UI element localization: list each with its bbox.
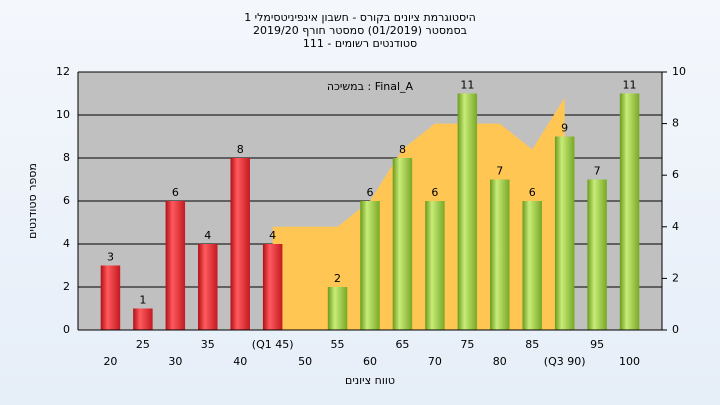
bar [230, 158, 250, 330]
data-label: 1 [139, 294, 146, 307]
data-label: 9 [561, 122, 568, 135]
bar [619, 93, 640, 330]
x-tick-label: 100 [619, 355, 640, 368]
x-tick-label: (Q1 45) [252, 338, 294, 351]
y-tick-label: 10 [56, 108, 70, 121]
x-tick-label: 75 [460, 338, 474, 351]
x-axis-label: טווח ציונים [345, 374, 395, 387]
y2-tick-label: 4 [672, 220, 679, 233]
data-label: 6 [529, 186, 536, 199]
chart-subtitle: בסמסטר (01/2019) סמסטר חורף 2019/20 [253, 24, 467, 37]
y-tick-label: 12 [56, 65, 70, 78]
data-label: 7 [594, 165, 601, 178]
y2-tick-label: 8 [672, 117, 679, 130]
bar [522, 201, 542, 330]
data-label: 6 [431, 186, 438, 199]
y-tick-label: 8 [63, 151, 70, 164]
data-label: 6 [367, 186, 374, 199]
bar [457, 93, 478, 330]
x-tick-label: 70 [428, 355, 442, 368]
x-tick-label: 95 [590, 338, 604, 351]
bar [198, 244, 218, 330]
chart-subtitle: סטודנטים רשומים - 111 [303, 37, 417, 50]
bar [425, 201, 445, 330]
data-label: 4 [269, 229, 276, 242]
data-label: 2 [334, 272, 341, 285]
bar [490, 179, 510, 330]
y-tick-label: 2 [63, 280, 70, 293]
data-label: 8 [237, 143, 244, 156]
data-label: 7 [496, 165, 503, 178]
bar [587, 179, 607, 330]
x-tick-label: 40 [233, 355, 247, 368]
bar [392, 158, 413, 330]
bar [100, 265, 121, 330]
bar [360, 201, 380, 330]
bar [262, 244, 283, 330]
x-tick-label: 35 [201, 338, 215, 351]
x-tick-label: 50 [298, 355, 312, 368]
y-tick-label: 4 [63, 237, 70, 250]
data-label: 11 [623, 79, 637, 92]
bar [327, 287, 348, 330]
bar [133, 308, 153, 330]
x-tick-label: (Q3 90) [544, 355, 586, 368]
data-label: 11 [460, 79, 474, 92]
y2-tick-label: 2 [672, 271, 679, 284]
chart-title: היסטוגרמת ציונים בקורס - חשבון אינפיניטס… [244, 11, 476, 24]
y2-tick-label: 0 [672, 323, 679, 336]
y2-tick-label: 10 [672, 65, 686, 78]
x-tick-label: 25 [136, 338, 150, 351]
data-label: 6 [172, 186, 179, 199]
y-tick-label: 6 [63, 194, 70, 207]
y-tick-label: 0 [63, 323, 70, 336]
y-axis-label: מספר סטודנטים [26, 163, 39, 239]
x-tick-label: 85 [525, 338, 539, 351]
x-tick-label: 65 [395, 338, 409, 351]
bar [554, 136, 575, 330]
x-tick-label: 55 [331, 338, 345, 351]
bar [165, 201, 186, 330]
data-label: 3 [107, 251, 114, 264]
x-tick-label: 60 [363, 355, 377, 368]
x-tick-label: 30 [168, 355, 182, 368]
data-label: 4 [204, 229, 211, 242]
annotation: במשיכה : Final_A [327, 80, 414, 93]
x-tick-label: 20 [103, 355, 117, 368]
data-label: 8 [399, 143, 406, 156]
x-tick-label: 80 [493, 355, 507, 368]
y2-tick-label: 6 [672, 168, 679, 181]
